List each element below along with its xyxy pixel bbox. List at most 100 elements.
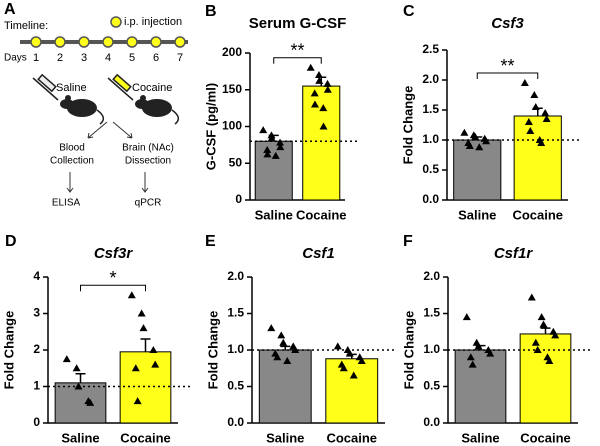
injection-marker bbox=[78, 36, 90, 48]
data-point bbox=[276, 143, 285, 151]
data-point bbox=[537, 313, 546, 321]
days-label: Days bbox=[4, 53, 27, 64]
error-bar bbox=[75, 372, 86, 383]
mouse bbox=[60, 95, 105, 125]
data-point bbox=[279, 338, 288, 346]
data-point bbox=[276, 138, 285, 146]
bar bbox=[513, 115, 562, 201]
data-point bbox=[537, 139, 546, 146]
x-tick-label: Saline bbox=[61, 430, 99, 445]
bar bbox=[54, 382, 107, 424]
bar bbox=[302, 85, 341, 201]
x-tick-label: Cocaine bbox=[120, 430, 171, 445]
x-tick-label: Cocaine bbox=[326, 430, 377, 445]
y-tick-label: 1.5 bbox=[227, 306, 244, 320]
y-tick-label: 2.0 bbox=[423, 269, 440, 283]
syringe bbox=[32, 73, 59, 101]
bar bbox=[325, 358, 379, 424]
chart-title: Csf1 bbox=[302, 245, 335, 262]
x-tick-label: Cocaine bbox=[512, 207, 563, 222]
y-tick-label: 150 bbox=[222, 82, 242, 96]
data-point bbox=[127, 291, 136, 299]
data-point bbox=[267, 324, 276, 332]
data-point bbox=[460, 128, 469, 136]
data-point bbox=[283, 356, 292, 364]
syringe bbox=[107, 73, 134, 101]
injection-marker bbox=[150, 36, 162, 48]
data-point bbox=[465, 142, 474, 149]
error-bar bbox=[140, 338, 151, 352]
y-axis-label: Fold Change bbox=[400, 86, 415, 165]
panel: C Csf3 Fold Change 0.0 0.5 1.0 1.5 2.0 2.5 Saline… bbox=[400, 3, 580, 222]
data-point bbox=[533, 346, 542, 353]
x-tick-label: Saline bbox=[461, 430, 499, 445]
y-tick-label: 1.5 bbox=[422, 102, 439, 116]
procedure: Dissection bbox=[125, 156, 171, 167]
procedure: Blood bbox=[59, 143, 85, 154]
y-tick-label: 0.5 bbox=[423, 379, 440, 393]
panel: B Serum G-CSF G-CSF (pg/ml) 0 50 100 150 200 Sal… bbox=[203, 3, 357, 222]
assay: ELISA bbox=[52, 198, 81, 209]
y-tick-label: 1.0 bbox=[423, 342, 440, 356]
chart-title: Csf3r bbox=[94, 245, 134, 262]
y-tick-label: 0.0 bbox=[422, 192, 439, 206]
y-tick-label: 3 bbox=[33, 306, 40, 320]
mouse bbox=[135, 95, 180, 125]
data-point bbox=[466, 353, 475, 361]
data-point bbox=[72, 364, 81, 372]
x-tick-label: Cocaine bbox=[520, 430, 571, 445]
timeline-label: Timeline: bbox=[4, 20, 48, 32]
data-point bbox=[474, 342, 483, 350]
y-axis-label: G-CSF (pg/ml) bbox=[203, 83, 218, 170]
data-point bbox=[349, 371, 358, 379]
data-point bbox=[545, 356, 554, 364]
y-tick-label: 0.0 bbox=[227, 415, 244, 429]
data-point bbox=[531, 103, 540, 110]
data-point bbox=[151, 360, 160, 368]
chart-title: Csf3 bbox=[491, 15, 524, 32]
data-point bbox=[86, 398, 95, 406]
data-point bbox=[131, 364, 140, 372]
panel-letter: F bbox=[403, 233, 413, 250]
data-point bbox=[314, 71, 323, 79]
panel-letter: D bbox=[5, 233, 17, 250]
data-point bbox=[315, 76, 324, 84]
bar bbox=[454, 349, 507, 424]
x-tick-label: Saline bbox=[458, 207, 496, 222]
data-point bbox=[74, 382, 83, 390]
data-point bbox=[310, 100, 319, 108]
data-point bbox=[475, 143, 484, 151]
data-point bbox=[323, 79, 332, 87]
data-point bbox=[526, 127, 535, 134]
y-tick-label: 50 bbox=[229, 155, 243, 169]
data-point bbox=[357, 356, 366, 364]
data-point bbox=[539, 320, 548, 328]
treatment-label: Cocaine bbox=[132, 82, 172, 94]
y-tick-label: 2.5 bbox=[422, 42, 439, 56]
data-point bbox=[333, 342, 342, 350]
y-tick-label: 4 bbox=[33, 269, 40, 283]
day-label: 4 bbox=[105, 52, 111, 64]
data-point bbox=[306, 63, 315, 71]
significance-bracket bbox=[476, 72, 539, 79]
data-point bbox=[524, 118, 533, 125]
data-point bbox=[62, 355, 71, 363]
chart-title: Csf1r bbox=[494, 245, 534, 262]
bar bbox=[254, 140, 293, 201]
panel: D Csf3r Fold Change 0 1 2 3 4 Saline Cocaine * bbox=[1, 233, 190, 445]
day-label: 7 bbox=[177, 52, 183, 64]
day-label: 6 bbox=[153, 52, 159, 64]
error-bar bbox=[280, 345, 291, 350]
significance-label: ** bbox=[500, 56, 514, 76]
data-point bbox=[291, 346, 300, 353]
day-label: 3 bbox=[81, 52, 87, 64]
data-point bbox=[137, 309, 146, 317]
data-point bbox=[310, 89, 319, 97]
data-point bbox=[471, 133, 480, 140]
treatment-label: Saline bbox=[56, 82, 87, 94]
panel-letter: E bbox=[205, 233, 216, 250]
data-point bbox=[133, 397, 142, 405]
y-axis-label: Fold Change bbox=[1, 311, 16, 390]
y-tick-label: 1.5 bbox=[423, 306, 440, 320]
